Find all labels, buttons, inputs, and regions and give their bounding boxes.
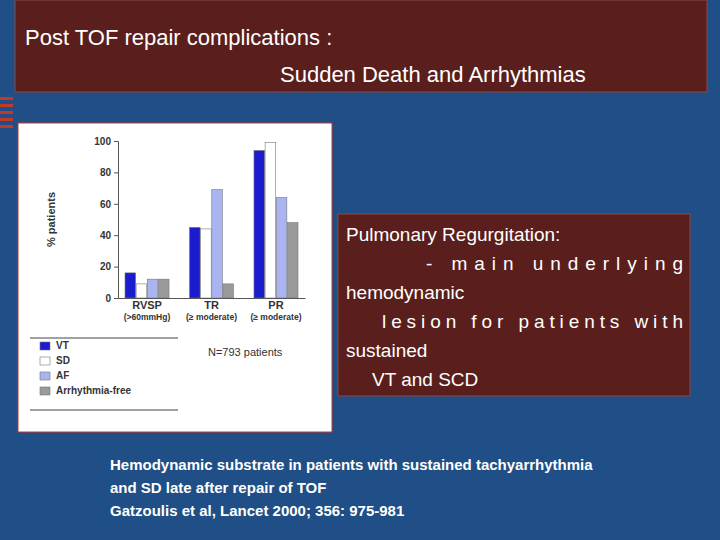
bar (265, 143, 276, 298)
bar (189, 227, 200, 298)
bars (125, 143, 298, 298)
legend-rule (30, 410, 178, 411)
legend-label: VT (56, 340, 69, 351)
accent (0, 118, 13, 121)
callout-box (338, 214, 690, 396)
bar (125, 273, 136, 298)
callout-text: sustained (346, 340, 427, 361)
accent (0, 97, 13, 100)
axis-line (114, 142, 119, 299)
tick: 0 (105, 293, 118, 304)
tick-label: 60 (100, 199, 112, 210)
tick-label: RVSP(>60mmHg) (124, 299, 171, 322)
tick-mark (114, 298, 118, 299)
bar (223, 284, 234, 298)
tick-mark (114, 235, 118, 236)
legend: VT SD AF Arrhythmia-free (40, 340, 131, 396)
tick: 80 (100, 167, 118, 178)
axis-title: % patients (45, 192, 57, 247)
tick: 100 (94, 136, 118, 147)
legend-label: SD (56, 355, 70, 366)
tick-label: 20 (100, 261, 112, 272)
tick-mark (114, 172, 118, 173)
tick-label: 40 (100, 230, 112, 241)
slide-title: Sudden Death and Arrhythmias (280, 62, 586, 87)
legend-swatch (40, 342, 50, 350)
bar (147, 279, 158, 298)
annotation: N=793 patients (208, 346, 283, 358)
tick: PR(≥ moderate) (251, 299, 302, 322)
callout-text: Pulmonary Regurgitation: (346, 224, 560, 245)
accent (0, 125, 13, 128)
legend-swatch (40, 387, 50, 395)
bar (212, 190, 223, 298)
chart-panel (18, 123, 332, 432)
legend-rule (30, 338, 178, 339)
caption: Hemodynamic substrate in patients with s… (110, 456, 593, 473)
bar (136, 284, 147, 298)
callout-text: hemodynamic (346, 282, 464, 303)
tick-mark (114, 267, 118, 268)
legend-label: AF (56, 370, 69, 381)
bar (276, 198, 287, 298)
tick-label: TR(≥ moderate) (186, 299, 237, 322)
legend-label: Arrhythmia-free (56, 385, 131, 396)
bar (158, 279, 169, 298)
slide: Post TOF repair complications : Sudden De… (0, 0, 720, 540)
tick-mark (114, 204, 118, 205)
tick: 40 (100, 230, 118, 241)
background (0, 0, 720, 540)
bar (201, 229, 212, 298)
legend-swatch (40, 372, 50, 380)
callout-text: - main underlying (426, 253, 683, 274)
caption: and SD late after repair of TOF (110, 479, 326, 496)
tick-mark (114, 141, 118, 142)
x-axis: RVSP(>60mmHg) TR(≥ moderate) PR(≥ moderate… (119, 299, 306, 323)
title-box (15, 0, 707, 92)
callout-text: VT and SCD (372, 369, 478, 390)
accent (0, 111, 13, 114)
legend-swatch (40, 357, 50, 365)
bar (254, 150, 265, 298)
tick: 60 (100, 199, 118, 210)
tick: RVSP(>60mmHg) (124, 299, 171, 322)
caption: Gatzoulis et al, Lancet 2000; 356: 975-9… (110, 502, 404, 519)
bar (287, 223, 298, 298)
y-axis: 0 20 40 60 80 100 (94, 136, 118, 304)
tick-label: 0 (105, 293, 111, 304)
tick-label: 100 (94, 136, 111, 147)
tick: 20 (100, 261, 118, 272)
tick-label: 80 (100, 167, 112, 178)
tick-label: PR(≥ moderate) (251, 299, 302, 322)
slide-title: Post TOF repair complications : (25, 25, 332, 50)
tick: TR(≥ moderate) (186, 299, 237, 322)
accent (0, 104, 13, 107)
callout-text: lesion for patients with (382, 311, 683, 332)
